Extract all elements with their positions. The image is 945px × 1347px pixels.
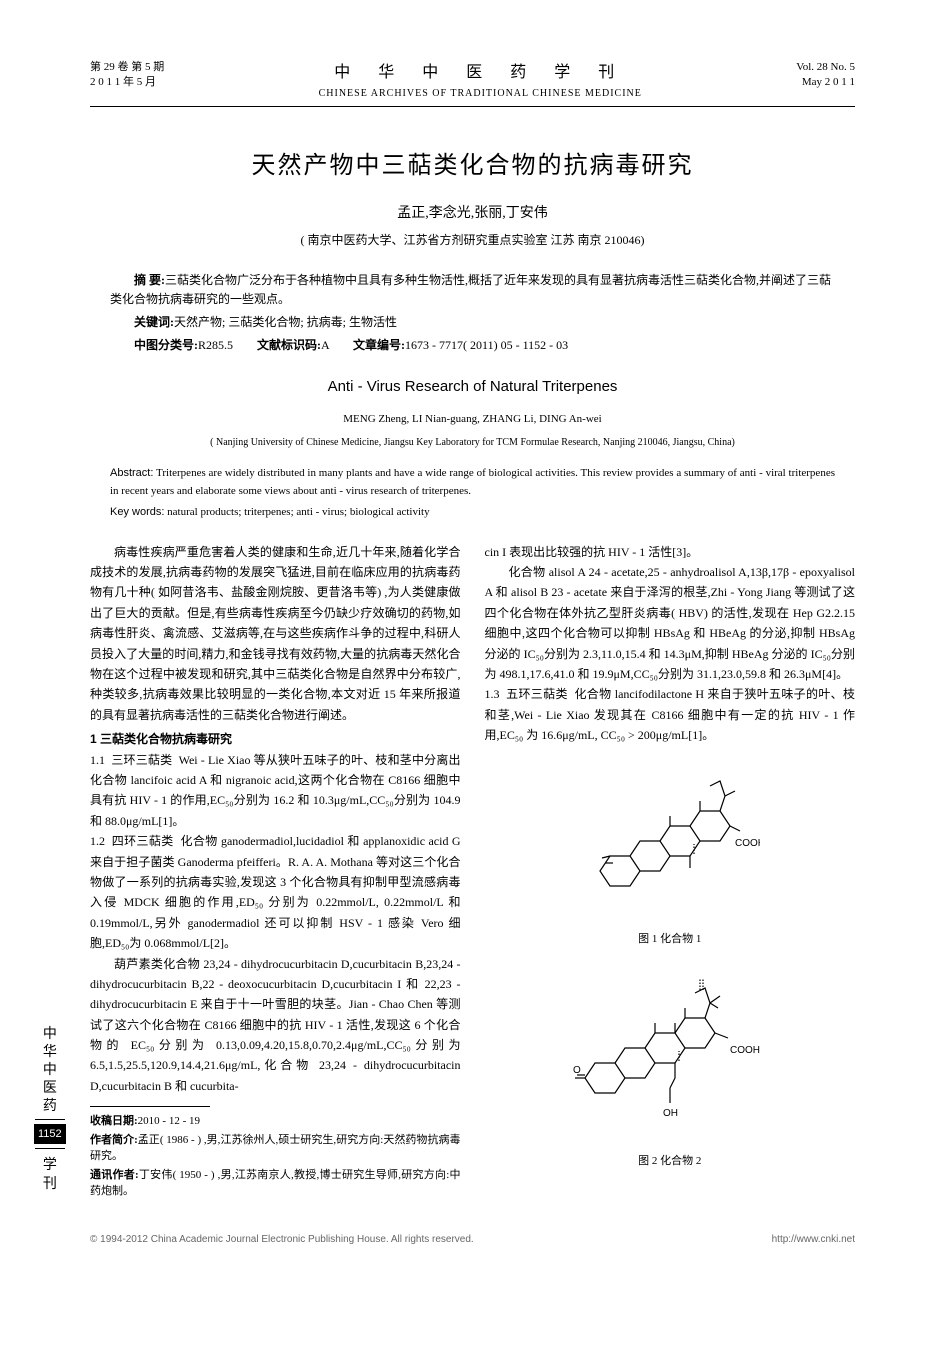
header-left: 第 29 卷 第 5 期 2 0 1 1 年 5 月 xyxy=(90,60,164,102)
date-cn: 2 0 1 1 年 5 月 xyxy=(90,75,164,90)
abstract-en-text: Triterpenes are widely distributed in ma… xyxy=(110,467,835,497)
classification-line: 中图分类号:R285.5 文献标识码:A 文章编号:1673 - 7717( 2… xyxy=(90,336,855,355)
compound-2-structure-icon: O COOH OH xyxy=(570,958,770,1148)
abstract-en: Abstract: Triterpenes are widely distrib… xyxy=(90,465,855,500)
section-1-head: 1 三萜类化合物抗病毒研究 xyxy=(90,729,461,749)
article-title-en: Anti - Virus Research of Natural Triterp… xyxy=(90,375,855,399)
page-footer: © 1994-2012 China Academic Journal Elect… xyxy=(90,1232,855,1248)
footnotes: 收稿日期:2010 - 12 - 19 作者简介:孟正( 1986 - ) ,男… xyxy=(90,1113,461,1200)
corr-label: 通讯作者: xyxy=(90,1169,139,1181)
header-right: Vol. 28 No. 5 May 2 0 1 1 xyxy=(796,60,855,102)
figure-2-caption: 图 2 化合物 2 xyxy=(485,1152,856,1171)
abstract-cn: 摘 要:三萜类化合物广泛分布于各种植物中且具有多种生物活性,概括了近年来发现的具… xyxy=(90,271,855,309)
author-bio: 孟正( 1986 - ) ,男,江苏徐州人,硕士研究生,研究方向:天然药物抗病毒… xyxy=(90,1134,461,1163)
oh-label: OH xyxy=(663,1108,678,1119)
classify-label: 中图分类号: xyxy=(134,338,198,352)
cooh-label-2: COOH xyxy=(730,1045,760,1056)
subsection-1-2: 1.2 四环三萜类 化合物 ganodermadiol,lucidadiol 和… xyxy=(90,831,461,953)
keywords-cn-text: 天然产物; 三萜类化合物; 抗病毒; 生物活性 xyxy=(174,315,397,329)
sec-1-2-body: 化合物 ganodermadiol,lucidadiol 和 applanoxi… xyxy=(90,834,461,950)
side-journal-bottom: 学刊 xyxy=(43,1155,57,1191)
vol-issue-en: Vol. 28 No. 5 xyxy=(796,60,855,75)
corr-bio: 丁安伟( 1950 - ) ,男,江苏南京人,教授,博士研究生导师,研究方向:中… xyxy=(90,1169,461,1198)
body-col2-p2: 化合物 alisol A 24 - acetate,25 - anhydroal… xyxy=(485,562,856,684)
keywords-cn: 关键词:天然产物; 三萜类化合物; 抗病毒; 生物活性 xyxy=(90,313,855,332)
footnote-corresponding: 通讯作者:丁安伟( 1950 - ) ,男,江苏南京人,教授,博士研究生导师,研… xyxy=(90,1167,461,1200)
abstract-cn-label: 摘 要: xyxy=(134,273,165,287)
classify-value: R285.5 xyxy=(198,338,233,352)
o-label: O xyxy=(573,1065,581,1076)
footer-copyright: © 1994-2012 China Academic Journal Elect… xyxy=(90,1232,474,1248)
body-col2-cont: cin I 表现出比较强的抗 HIV - 1 活性[3]。 xyxy=(485,542,856,562)
subsection-1-1: 1.1 三环三萜类 Wei - Lie Xiao 等从狭叶五味子的叶、枝和茎中分… xyxy=(90,750,461,832)
body-p-cucurbitacin: 葫芦素类化合物 23,24 - dihydrocucurbitacin D,cu… xyxy=(90,954,461,1097)
column-left: 中华中医药 1152 学刊 病毒性疾病严重危害着人类的健康和生命,近几十年来,随… xyxy=(90,542,461,1202)
compound-1-structure-icon: COOH xyxy=(580,756,760,926)
sec-1-1-num: 1.1 xyxy=(90,753,105,767)
figure-2: O COOH OH 图 2 化合物 2 xyxy=(485,958,856,1171)
affiliation-cn: ( 南京中医药大学、江苏省方剂研究重点实验室 江苏 南京 210046) xyxy=(90,231,855,250)
recv-value: 2010 - 12 - 19 xyxy=(138,1115,200,1127)
article-id-value: 1673 - 7717( 2011) 05 - 1152 - 03 xyxy=(405,338,568,352)
journal-name-cn: 中 华 中 医 药 学 刊 xyxy=(164,60,796,86)
header-center: 中 华 中 医 药 学 刊 CHINESE ARCHIVES OF TRADIT… xyxy=(164,60,796,102)
doc-code-label: 文献标识码: xyxy=(257,338,321,352)
journal-name-en: CHINESE ARCHIVES OF TRADITIONAL CHINESE … xyxy=(164,86,796,102)
keywords-en-text: natural products; triterpenes; anti - vi… xyxy=(167,506,429,518)
vol-issue-cn: 第 29 卷 第 5 期 xyxy=(90,60,164,75)
sec-1-3-num: 1.3 xyxy=(485,687,500,701)
side-journal-top: 中华中医药 xyxy=(43,1024,57,1115)
cooh-label: COOH xyxy=(735,838,760,849)
figure-1: COOH 图 1 化合物 1 xyxy=(485,756,856,949)
author-label: 作者简介: xyxy=(90,1134,138,1146)
authors-cn: 孟正,李念光,张丽,丁安伟 xyxy=(90,203,855,225)
footnote-author: 作者简介:孟正( 1986 - ) ,男,江苏徐州人,硕士研究生,研究方向:天然… xyxy=(90,1132,461,1165)
body-columns: 中华中医药 1152 学刊 病毒性疾病严重危害着人类的健康和生命,近几十年来,随… xyxy=(90,542,855,1202)
affiliation-en: ( Nanjing University of Chinese Medicine… xyxy=(90,435,855,451)
date-en: May 2 0 1 1 xyxy=(796,75,855,90)
page-header: 第 29 卷 第 5 期 2 0 1 1 年 5 月 中 华 中 医 药 学 刊… xyxy=(90,60,855,107)
body-intro: 病毒性疾病严重危害着人类的健康和生命,近几十年来,随着化学合成技术的发展,抗病毒… xyxy=(90,542,461,726)
side-decor: 中华中医药 1152 学刊 xyxy=(34,1024,66,1192)
sec-1-3-title: 五环三萜类 xyxy=(506,687,568,701)
article-title-cn: 天然产物中三萜类化合物的抗病毒研究 xyxy=(90,147,855,185)
subsection-1-3: 1.3 五环三萜类 化合物 lancifodilactone H 来自于狭叶五味… xyxy=(485,684,856,745)
figure-1-caption: 图 1 化合物 1 xyxy=(485,930,856,949)
footer-url: http://www.cnki.net xyxy=(772,1232,855,1248)
article-id-label: 文章编号: xyxy=(353,338,405,352)
sec-1-2-title: 四环三萜类 xyxy=(112,834,174,848)
keywords-en: Key words: natural products; triterpenes… xyxy=(90,504,855,522)
column-right: cin I 表现出比较强的抗 HIV - 1 活性[3]。 化合物 alisol… xyxy=(485,542,856,1202)
keywords-cn-label: 关键词: xyxy=(134,315,174,329)
side-page-number: 1152 xyxy=(34,1124,66,1145)
footnote-received: 收稿日期:2010 - 12 - 19 xyxy=(90,1113,461,1130)
sec-1-1-title: 三环三萜类 xyxy=(111,753,172,767)
abstract-cn-text: 三萜类化合物广泛分布于各种植物中且具有多种生物活性,概括了近年来发现的具有显著抗… xyxy=(110,273,831,306)
abstract-en-label: Abstract: xyxy=(110,467,153,479)
sec-1-2-num: 1.2 xyxy=(90,834,105,848)
recv-label: 收稿日期: xyxy=(90,1115,138,1127)
keywords-en-label: Key words: xyxy=(110,506,164,518)
doc-code-value: A xyxy=(321,338,329,352)
authors-en: MENG Zheng, LI Nian-guang, ZHANG Li, DIN… xyxy=(90,411,855,429)
footnote-separator xyxy=(90,1106,210,1107)
